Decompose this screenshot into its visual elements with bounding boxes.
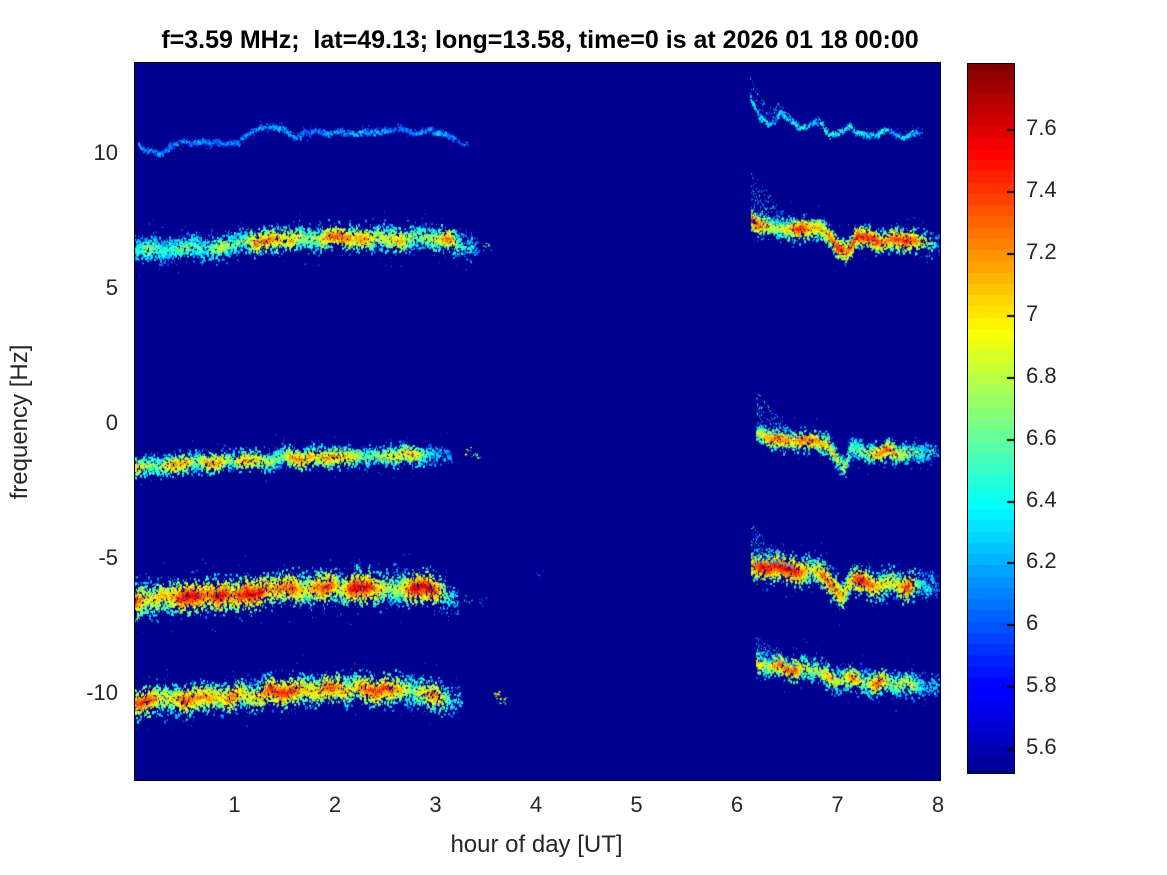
- x-tick-label: 1: [228, 792, 241, 817]
- x-tick-label: 4: [529, 792, 543, 817]
- colorbar-tick-label: 5.8: [1026, 672, 1057, 698]
- colorbar-tick-label: 6.2: [1026, 548, 1057, 574]
- x-tick-label: 6: [730, 792, 744, 817]
- y-tick-label: -10: [86, 679, 118, 705]
- colorbar-tick-label: 7.6: [1026, 115, 1057, 141]
- colorbar-tick-label: 7.4: [1026, 176, 1057, 202]
- y-axis-label: frequency [Hz]: [6, 344, 33, 500]
- colorbar-tick-label: 7.2: [1026, 238, 1057, 264]
- colorbar-tick-label: 6: [1026, 610, 1039, 636]
- colorbar-tick-label: 6.6: [1026, 424, 1057, 450]
- spectrogram-heatmap: [134, 62, 941, 781]
- x-tick-label: 2: [328, 792, 342, 817]
- y-tick-label: 10: [93, 139, 118, 165]
- colorbar: [967, 63, 1015, 774]
- y-tick-label: 0: [105, 409, 118, 435]
- chart-title: f=3.59 MHz; lat=49.13; long=13.58, time=…: [161, 26, 919, 54]
- colorbar-tick-label: 6.4: [1026, 486, 1057, 512]
- x-tick-label: 8: [931, 792, 945, 817]
- colorbar-tick-label: 5.6: [1026, 734, 1057, 760]
- colorbar-tick-label: 6.8: [1026, 362, 1057, 388]
- colorbar-tick-label: 7: [1026, 300, 1039, 326]
- x-tick-label: 3: [429, 792, 442, 817]
- x-axis-label: hour of day [UT]: [450, 831, 623, 858]
- y-tick-label: 5: [105, 274, 118, 300]
- x-tick-label: 5: [630, 792, 643, 817]
- x-tick-label: 7: [831, 792, 844, 817]
- y-tick-label: -5: [98, 544, 118, 570]
